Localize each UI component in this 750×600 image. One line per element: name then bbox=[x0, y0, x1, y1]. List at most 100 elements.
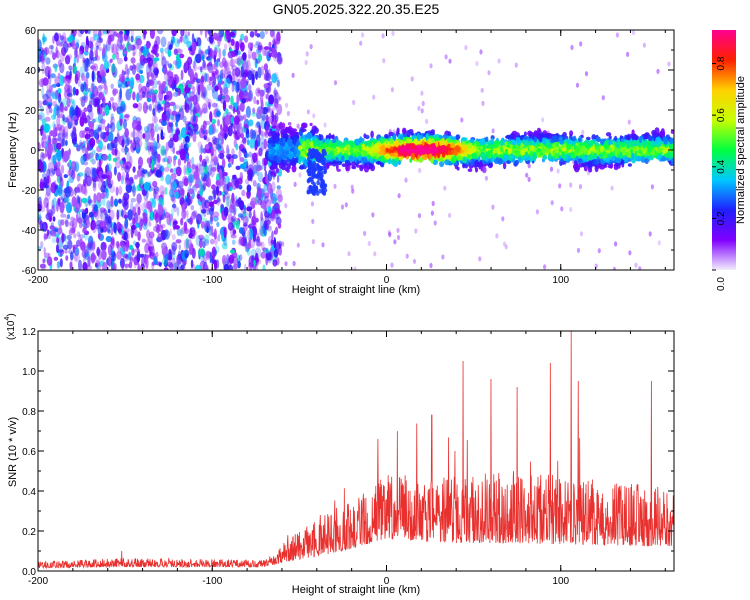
heatmap-cell bbox=[95, 130, 99, 140]
heatmap-cell bbox=[129, 139, 133, 144]
heatmap-cell bbox=[202, 120, 207, 130]
heatmap-cell bbox=[66, 97, 71, 108]
heatmap-cell bbox=[96, 45, 99, 51]
heatmap-cell bbox=[138, 220, 143, 232]
heatmap-cell bbox=[78, 197, 82, 208]
heatmap-cell bbox=[201, 176, 205, 182]
heatmap-cell bbox=[138, 89, 143, 101]
heatmap-cell bbox=[67, 43, 73, 48]
heatmap-cell bbox=[447, 131, 451, 137]
heatmap-cell bbox=[92, 167, 98, 177]
heatmap-cell bbox=[45, 185, 51, 197]
heatmap-cell bbox=[278, 96, 282, 101]
heatmap-cell bbox=[443, 185, 447, 191]
heatmap-cell bbox=[62, 150, 70, 162]
heatmap-cell bbox=[205, 97, 210, 109]
heatmap-cell bbox=[177, 48, 183, 54]
heatmap-cell bbox=[65, 71, 69, 76]
heatmap-cell bbox=[260, 65, 265, 76]
heatmap-cell bbox=[163, 157, 168, 163]
heatmap-cell bbox=[196, 176, 201, 184]
heatmap-cell bbox=[221, 68, 224, 76]
heatmap-cell bbox=[90, 93, 95, 100]
heatmap-cell bbox=[178, 192, 183, 201]
heatmap-cell bbox=[171, 245, 176, 256]
heatmap-cell bbox=[116, 106, 123, 115]
heatmap-cell bbox=[246, 190, 251, 199]
heatmap-cell bbox=[172, 92, 179, 97]
heatmap-cell bbox=[135, 62, 141, 73]
heatmap-cell bbox=[190, 263, 196, 270]
heatmap-cell bbox=[169, 228, 172, 236]
heatmap-cell bbox=[136, 139, 143, 148]
heatmap-cell bbox=[61, 98, 68, 107]
heatmap-cell bbox=[441, 254, 445, 260]
heatmap-cell bbox=[260, 114, 267, 120]
heatmap-cell bbox=[113, 222, 117, 234]
heatmap-cell bbox=[207, 56, 213, 63]
heatmap-cell bbox=[310, 201, 314, 207]
heatmap-cell bbox=[228, 264, 234, 270]
heatmap-cell bbox=[78, 222, 83, 229]
heatmap-cell bbox=[234, 67, 241, 77]
heatmap-cell bbox=[123, 56, 128, 62]
heatmap-cell bbox=[93, 193, 97, 204]
heatmap-cell bbox=[56, 261, 61, 269]
heatmap-cell bbox=[98, 140, 103, 150]
heatmap-cell bbox=[186, 158, 192, 164]
heatmap-cell bbox=[177, 88, 181, 96]
heatmap-cell bbox=[121, 166, 125, 171]
heatmap-cell bbox=[149, 205, 153, 213]
heatmap-cell bbox=[78, 259, 82, 270]
heatmap-cell bbox=[205, 155, 209, 162]
heatmap-cell bbox=[215, 144, 222, 150]
heatmap-cell bbox=[69, 106, 75, 117]
heatmap-cell bbox=[199, 194, 203, 203]
heatmap-cell bbox=[321, 242, 325, 248]
heatmap-cell bbox=[541, 117, 545, 123]
heatmap-cell bbox=[106, 174, 111, 187]
heatmap-cell bbox=[206, 84, 212, 91]
heatmap-cell bbox=[93, 117, 100, 123]
heatmap-cell bbox=[318, 134, 324, 141]
heatmap-cell bbox=[84, 128, 91, 134]
heatmap-cell bbox=[151, 198, 157, 209]
heatmap-cell bbox=[119, 45, 124, 50]
heatmap-cell bbox=[84, 83, 88, 92]
heatmap-cell bbox=[123, 245, 129, 252]
heatmap-cell bbox=[293, 181, 297, 187]
heatmap-cell bbox=[85, 133, 89, 142]
heatmap-cell bbox=[160, 36, 167, 48]
heatmap-cell bbox=[124, 128, 129, 139]
heatmap-cell bbox=[205, 252, 210, 261]
heatmap-cell bbox=[124, 165, 130, 174]
heatmap-cell bbox=[199, 204, 204, 212]
heatmap-cell bbox=[135, 73, 141, 81]
heatmap-cell bbox=[130, 226, 134, 239]
heatmap-cell bbox=[242, 137, 247, 144]
heatmap-cell bbox=[236, 93, 240, 106]
heatmap-cell bbox=[240, 77, 247, 89]
heatmap-cell bbox=[75, 70, 81, 81]
heatmap-cell bbox=[223, 206, 229, 217]
heatmap-cell bbox=[239, 157, 245, 163]
heatmap-cell bbox=[230, 234, 237, 239]
heatmap-cell bbox=[128, 176, 134, 184]
heatmap-cell bbox=[420, 108, 424, 114]
heatmap-cell bbox=[258, 125, 262, 136]
heatmap-cell bbox=[393, 239, 397, 245]
heatmap-cell bbox=[180, 69, 184, 81]
heatmap-cell bbox=[106, 163, 112, 172]
heatmap-cell bbox=[238, 148, 242, 160]
heatmap-cell bbox=[40, 151, 45, 162]
heatmap-cell bbox=[160, 129, 164, 140]
heatmap-cell bbox=[109, 58, 113, 63]
heatmap-cell bbox=[195, 264, 202, 270]
heatmap-cell bbox=[187, 173, 194, 183]
heatmap-cell bbox=[201, 63, 208, 71]
heatmap-cell bbox=[220, 203, 224, 209]
heatmap-cell bbox=[193, 63, 197, 72]
heatmap-cell bbox=[153, 188, 157, 200]
heatmap-cell bbox=[202, 176, 206, 183]
heatmap-cell bbox=[38, 141, 41, 152]
